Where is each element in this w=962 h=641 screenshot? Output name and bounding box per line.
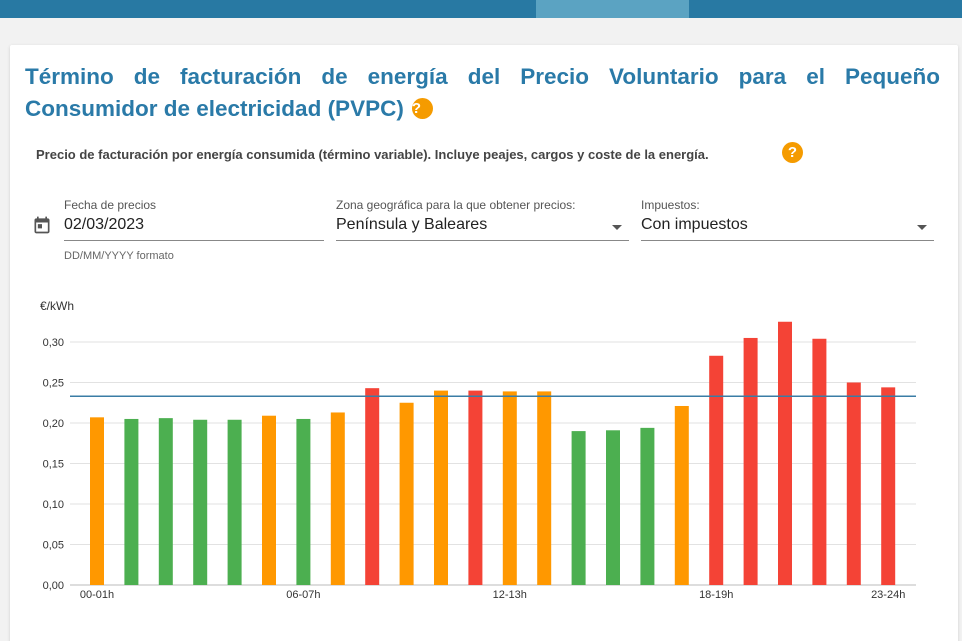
bar-21-22h: [812, 338, 827, 585]
date-underline: [64, 240, 324, 241]
y-tick-label: 0,05: [43, 540, 64, 552]
bar-15-16h: [606, 430, 620, 585]
bar-08-09h: [365, 388, 380, 585]
tax-select[interactable]: Impuestos: Con impuestos: [641, 198, 934, 241]
bar-13-14h: [537, 391, 552, 585]
x-tick-label: 23-24h: [871, 589, 905, 601]
tax-select-label: Impuestos:: [641, 198, 700, 212]
zone-underline: [336, 240, 629, 241]
active-nav-tab[interactable]: [536, 0, 689, 18]
bar-20-21h: [778, 321, 792, 585]
zone-select-label: Zona geográfica para la que obtener prec…: [336, 198, 576, 212]
bar-11-12h: [468, 390, 483, 585]
date-input[interactable]: 02/03/2023: [64, 216, 145, 233]
zone-select[interactable]: Zona geográfica para la que obtener prec…: [336, 198, 629, 241]
x-tick-label: 00-01h: [80, 589, 114, 601]
y-axis-label: €/kWh: [40, 299, 74, 313]
y-tick-label: 0,10: [43, 499, 64, 511]
bar-06-07h: [296, 418, 311, 585]
chevron-down-icon[interactable]: [917, 225, 927, 230]
chevron-down-icon[interactable]: [612, 225, 622, 230]
top-navigation-bar: [0, 0, 962, 18]
bar-18-19h: [709, 355, 724, 585]
bar-01-02h: [124, 418, 139, 585]
bar-17-18h: [674, 405, 689, 585]
bar-05-06h: [262, 415, 276, 585]
help-icon[interactable]: ?: [411, 98, 433, 119]
bar-19-20h: [743, 337, 758, 585]
x-tick-label: 06-07h: [286, 589, 320, 601]
card-subtitle: Precio de facturación por energía consum…: [36, 147, 709, 162]
help-icon[interactable]: ?: [782, 142, 803, 163]
y-tick-label: 0,00: [43, 580, 64, 592]
bar-03-04h: [193, 419, 208, 585]
bar-00-01h: [90, 417, 104, 585]
bar-10-11h: [434, 390, 448, 585]
date-field-label: Fecha de precios: [64, 198, 157, 212]
tax-underline: [641, 240, 934, 241]
date-field[interactable]: Fecha de precios 02/03/2023 DD/MM/YYYY f…: [64, 198, 324, 262]
bar-07-08h: [330, 412, 345, 585]
x-tick-label: 12-13h: [493, 589, 527, 601]
zone-select-value[interactable]: Península y Baleares: [336, 216, 488, 233]
x-tick-label: 18-19h: [699, 589, 733, 601]
bar-04-05h: [227, 419, 242, 585]
calendar-icon[interactable]: [32, 215, 52, 235]
y-tick-label: 0,20: [43, 418, 64, 430]
bar-22-23h: [846, 382, 861, 585]
date-format-hint: DD/MM/YYYY formato: [64, 250, 174, 262]
y-tick-label: 0,15: [43, 459, 64, 471]
bar-14-15h: [571, 431, 586, 585]
title-text: Término de facturación de energía del Pr…: [25, 64, 940, 121]
bar-23-24h: [881, 387, 896, 585]
bar-16-17h: [640, 427, 655, 585]
y-tick-label: 0,30: [43, 337, 64, 349]
bar-02-03h: [158, 418, 173, 585]
pvpc-card: Término de facturación de energía del Pr…: [10, 45, 958, 641]
price-chart: €/kWh 0,00 0,05 0,10 0,15 0,20 0,25 0,30 00-01h 0…: [40, 299, 916, 601]
bar-09-10h: [399, 402, 414, 585]
y-tick-label: 0,25: [43, 378, 64, 390]
bar-12-13h: [502, 391, 517, 585]
tax-select-value[interactable]: Con impuestos: [641, 216, 748, 233]
card-title: Término de facturación de energía del Pr…: [25, 61, 940, 125]
